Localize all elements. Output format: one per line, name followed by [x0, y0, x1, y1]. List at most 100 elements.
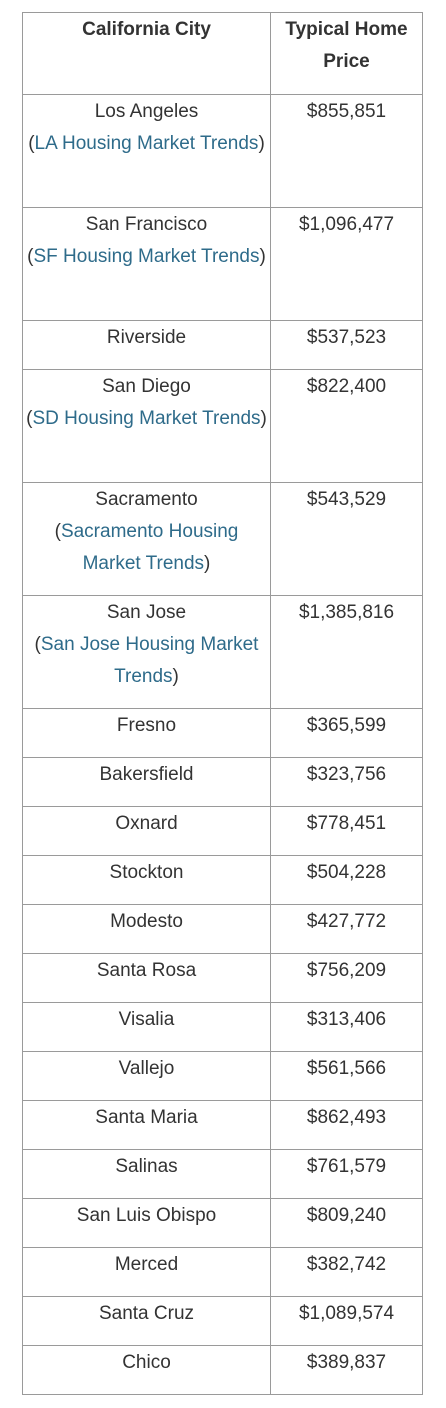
price-cell: $778,451 [270, 806, 423, 856]
price-cell: $1,089,574 [270, 1296, 423, 1346]
typical-home-price: $822,400 [306, 376, 387, 397]
city-name: Chico [122, 1352, 171, 1373]
city-cell: Salinas [22, 1149, 271, 1199]
city-name: Vallejo [118, 1058, 175, 1079]
city-cell: Bakersfield [22, 757, 271, 807]
city-cell: Merced [22, 1247, 271, 1297]
price-cell: $537,523 [270, 320, 423, 370]
table-row: Visalia $313,406 [22, 1002, 423, 1052]
city-name: Bakersfield [99, 764, 194, 785]
city-cell: Modesto [22, 904, 271, 954]
table-row: Riverside $537,523 [22, 320, 423, 370]
price-cell: $855,851 [270, 94, 423, 208]
city-cell: Stockton [22, 855, 271, 905]
market-trends-link-wrapper: (LA Housing Market Trends) [28, 133, 265, 154]
table-row: Stockton $504,228 [22, 855, 423, 905]
table-row: Vallejo $561,566 [22, 1051, 423, 1101]
typical-home-price: $382,742 [306, 1254, 387, 1275]
typical-home-price: $1,089,574 [298, 1303, 395, 1324]
table-row: Los Angeles (LA Housing Market Trends) $85… [22, 94, 423, 208]
table-row: San Francisco (SF Housing Market Trends) $… [22, 207, 423, 321]
city-name: Modesto [110, 911, 183, 932]
table-header-row: California City Typical Home Price [22, 12, 423, 95]
city-name: Santa Cruz [98, 1303, 195, 1324]
market-trends-link[interactable]: LA Housing Market Trends [34, 133, 259, 154]
market-trends-link[interactable]: SF Housing Market Trends [33, 246, 260, 267]
city-cell: Oxnard [22, 806, 271, 856]
city-cell: San Diego (SD Housing Market Trends) [22, 369, 271, 483]
typical-home-price: $313,406 [306, 1009, 387, 1030]
city-cell: Chico [22, 1345, 271, 1395]
home-price-table: California City Typical Home Price Los A… [22, 12, 423, 1395]
city-cell: Vallejo [22, 1051, 271, 1101]
city-name: Oxnard [115, 813, 178, 834]
market-trends-link[interactable]: Sacramento Housing Market Trends [60, 521, 239, 574]
price-cell: $1,385,816 [270, 595, 423, 709]
price-cell: $313,406 [270, 1002, 423, 1052]
price-cell: $809,240 [270, 1198, 423, 1248]
typical-home-price: $543,529 [306, 489, 387, 510]
market-trends-link-wrapper: (Sacramento Housing Market Trends) [54, 521, 239, 574]
table-row: San Diego (SD Housing Market Trends) $822,… [22, 369, 423, 483]
city-name: Visalia [118, 1009, 175, 1030]
price-cell: $365,599 [270, 708, 423, 758]
market-trends-link-wrapper: (SD Housing Market Trends) [26, 408, 267, 429]
table-row: Salinas $761,579 [22, 1149, 423, 1199]
city-cell: Santa Rosa [22, 953, 271, 1003]
price-cell: $862,493 [270, 1100, 423, 1150]
city-cell: Riverside [22, 320, 271, 370]
city-name: Santa Maria [95, 1107, 198, 1128]
typical-home-price: $761,579 [306, 1156, 387, 1177]
city-name: San Jose [106, 602, 187, 623]
header-price: Typical Home Price [270, 12, 423, 95]
price-cell: $756,209 [270, 953, 423, 1003]
city-name: San Luis Obispo [76, 1205, 217, 1226]
market-trends-link[interactable]: San Jose Housing Market Trends [40, 634, 259, 687]
typical-home-price: $561,566 [306, 1058, 387, 1079]
city-cell: Santa Maria [22, 1100, 271, 1150]
typical-home-price: $365,599 [306, 715, 387, 736]
table-row: Sacramento (Sacramento Housing Market Tre… [22, 482, 423, 596]
city-name: Los Angeles [94, 101, 199, 122]
price-cell: $822,400 [270, 369, 423, 483]
table-body: Los Angeles (LA Housing Market Trends) $85… [22, 94, 423, 1395]
typical-home-price: $1,385,816 [298, 602, 395, 623]
price-cell: $561,566 [270, 1051, 423, 1101]
market-trends-link-wrapper: (San Jose Housing Market Trends) [34, 634, 259, 687]
table-row: San Luis Obispo $809,240 [22, 1198, 423, 1248]
city-cell: Los Angeles (LA Housing Market Trends) [22, 94, 271, 208]
city-name: Salinas [115, 1156, 178, 1177]
price-cell: $389,837 [270, 1345, 423, 1395]
market-trends-link[interactable]: SD Housing Market Trends [32, 408, 261, 429]
price-cell: $761,579 [270, 1149, 423, 1199]
city-name: Riverside [106, 327, 187, 348]
city-name: Santa Rosa [96, 960, 197, 981]
city-name: Merced [114, 1254, 179, 1275]
typical-home-price: $537,523 [306, 327, 387, 348]
city-name: San Francisco [85, 214, 208, 235]
typical-home-price: $862,493 [306, 1107, 387, 1128]
typical-home-price: $323,756 [306, 764, 387, 785]
city-name: Sacramento [95, 489, 198, 510]
header-city: California City [22, 12, 271, 95]
table-row: Fresno $365,599 [22, 708, 423, 758]
city-cell: San Jose (San Jose Housing Market Trends) [22, 595, 271, 709]
city-name: Stockton [109, 862, 184, 883]
price-cell: $1,096,477 [270, 207, 423, 321]
table-row: Merced $382,742 [22, 1247, 423, 1297]
price-cell: $504,228 [270, 855, 423, 905]
table-row: Chico $389,837 [22, 1345, 423, 1395]
price-cell: $427,772 [270, 904, 423, 954]
city-cell: Santa Cruz [22, 1296, 271, 1346]
typical-home-price: $778,451 [306, 813, 387, 834]
city-name: San Diego [102, 376, 191, 397]
city-name: Fresno [116, 715, 177, 736]
table-row: Oxnard $778,451 [22, 806, 423, 856]
table-row: Modesto $427,772 [22, 904, 423, 954]
price-cell: $543,529 [270, 482, 423, 596]
city-cell: Fresno [22, 708, 271, 758]
city-cell: San Francisco (SF Housing Market Trends) [22, 207, 271, 321]
city-cell: Visalia [22, 1002, 271, 1052]
typical-home-price: $756,209 [306, 960, 387, 981]
